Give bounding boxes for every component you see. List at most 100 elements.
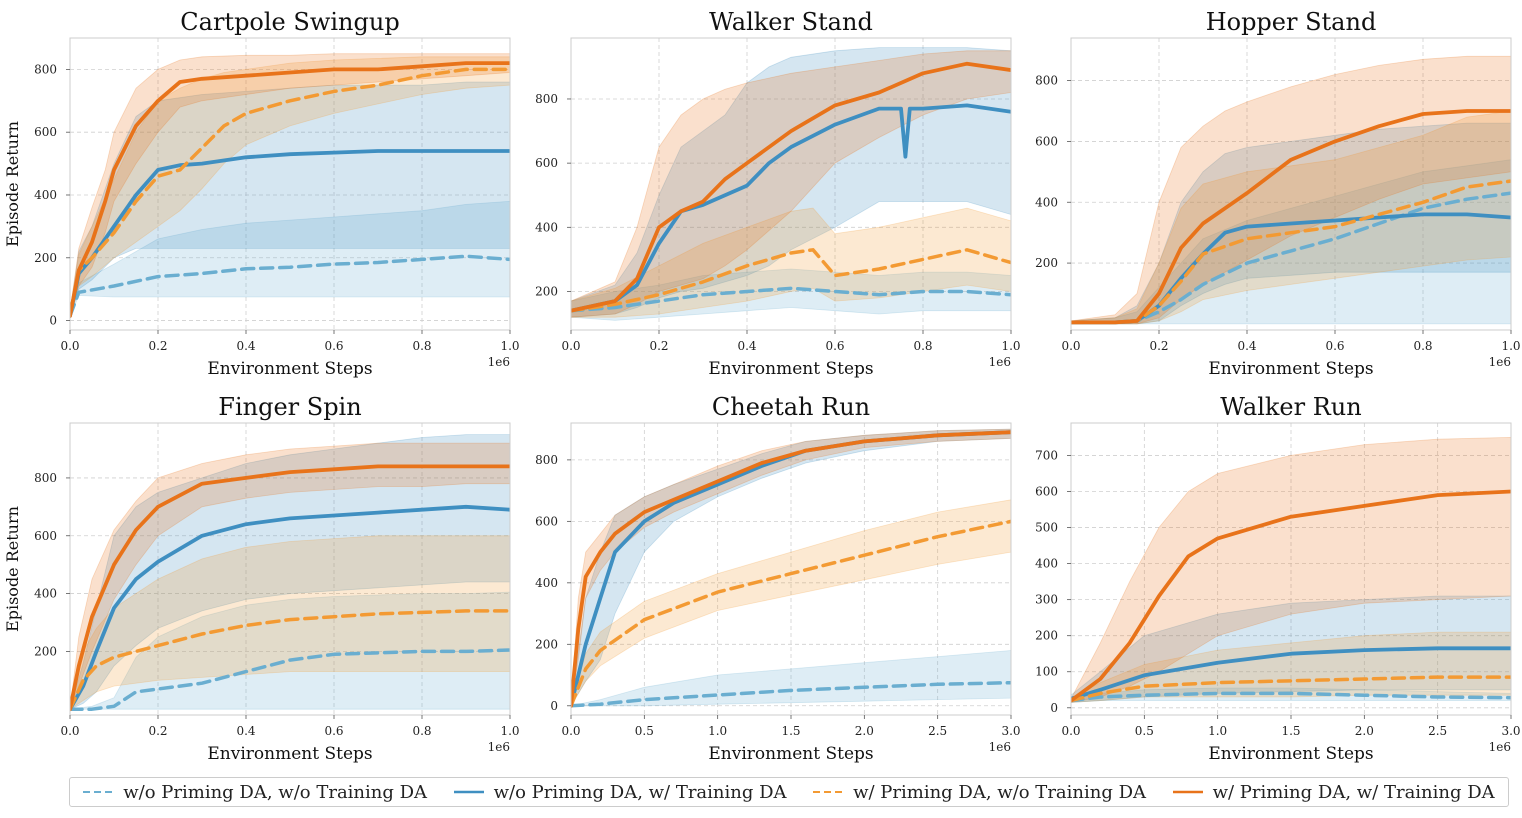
- x-tick-label: 1.0: [500, 724, 519, 738]
- series-line-prime_notrain: [571, 248, 1011, 313]
- series-line-noprime_notrain: [1071, 691, 1511, 703]
- x-axis-label: Environment Steps: [207, 744, 372, 764]
- y-tick-label: 0: [550, 699, 558, 713]
- x-tick-label: 0.0: [1061, 339, 1080, 353]
- band-prime_notrain: [70, 535, 510, 710]
- x-scale-label: 1e6: [1489, 740, 1511, 754]
- x-tick-label: 0.8: [412, 339, 431, 353]
- x-tick-label: 3.0: [1001, 724, 1020, 738]
- y-tick-label: 200: [34, 251, 57, 265]
- x-tick-label: 3.0: [1501, 724, 1520, 738]
- x-scale-label: 1e6: [488, 355, 510, 369]
- x-tick-label: 0.2: [649, 339, 668, 353]
- band-prime_train: [1071, 436, 1511, 703]
- legend-item-noprime-notrain: w/o Priming DA, w/o Training DA: [83, 782, 427, 803]
- chart-title: Cheetah Run: [712, 393, 870, 421]
- plot-frame: [570, 37, 1012, 331]
- y-tick-label: 400: [535, 576, 558, 590]
- x-tick-label: 0.2: [148, 339, 167, 353]
- x-tick-label: 1.5: [1281, 724, 1300, 738]
- x-tick-label: 0.5: [635, 724, 654, 738]
- y-tick-label: 600: [1035, 134, 1058, 148]
- y-tick-label: 600: [1035, 484, 1058, 498]
- y-tick-label: 500: [1035, 521, 1058, 535]
- panel-walker-stand: 0.0 0.2 0.4 0.6 0.8 1.0 200 400 600 800 1e6 Walker …: [535, 8, 1020, 379]
- legend: w/o Priming DA, w/o Training DA w/o Prim…: [69, 777, 1509, 807]
- series-line-prime_train: [1071, 109, 1511, 325]
- x-scale-label: 1e6: [989, 355, 1011, 369]
- band-prime_notrain: [1071, 110, 1511, 325]
- x-tick-label: 0.0: [561, 724, 580, 738]
- series-line-prime_notrain: [70, 67, 510, 318]
- series-line-prime_notrain: [1071, 675, 1511, 703]
- series-line-prime_train: [70, 61, 510, 318]
- series-line-prime_train: [1071, 489, 1511, 703]
- legend-swatch-noprime-train: [453, 790, 484, 794]
- plot-frame: [1070, 37, 1512, 331]
- y-tick-label: 200: [535, 284, 558, 298]
- band-prime_train: [70, 53, 510, 318]
- panel-walker-run: 0.0 0.5 1.0 1.5 2.0 2.5 3.0 0 100 200 300 400 500 600…: [1035, 393, 1520, 764]
- band-noprime_train: [1071, 595, 1511, 703]
- chart-title: Cartpole Swingup: [180, 8, 399, 36]
- x-tick-label: 0.8: [1413, 339, 1432, 353]
- band-prime_notrain: [571, 499, 1011, 707]
- y-tick-label: 200: [535, 637, 558, 651]
- plot-area: [571, 423, 1011, 715]
- legend-label-noprime-notrain: w/o Priming DA, w/o Training DA: [123, 781, 428, 803]
- chart-title: Hopper Stand: [1206, 8, 1377, 36]
- x-axis-label: Environment Steps: [708, 359, 873, 379]
- legend-swatch-prime-train: [1172, 790, 1203, 794]
- x-tick-label: 0.4: [236, 724, 255, 738]
- plot-frame: [69, 37, 511, 331]
- legend-swatch-noprime-notrain: [83, 791, 114, 793]
- x-tick-label: 0.8: [913, 339, 932, 353]
- y-axis-label: Episode Return: [3, 506, 22, 632]
- y-tick-label: 300: [1035, 593, 1058, 607]
- plot-layer: [1071, 55, 1511, 325]
- y-axis-label: Episode Return: [3, 121, 22, 247]
- legend-item-prime-notrain: w/ Priming DA, w/o Training DA: [813, 782, 1146, 803]
- series-line-prime_train: [70, 464, 510, 712]
- panel-cheetah-run: 0.0 0.5 1.0 1.5 2.0 2.5 3.0 0 200 400 600 800 1e6 Che…: [535, 393, 1020, 764]
- panel-cartpole-swingup: 0.0 0.2 0.4 0.6 0.8 1.0 0 200 400 600 800 1e6 Cartpo…: [3, 8, 520, 379]
- band-noprime_notrain: [571, 268, 1011, 321]
- x-tick-label: 0.6: [324, 339, 343, 353]
- plot-area: [1071, 38, 1511, 330]
- x-tick-label: 0.4: [1237, 339, 1256, 353]
- plot-frame: [69, 422, 511, 716]
- chart-title: Walker Stand: [709, 8, 873, 36]
- y-tick-label: 400: [535, 220, 558, 234]
- y-tick-label: 600: [34, 125, 57, 139]
- panel-finger-spin: 0.0 0.2 0.4 0.6 0.8 1.0 200 400 600 800 1e6 Finger …: [3, 393, 520, 764]
- y-tick-label: 400: [34, 188, 57, 202]
- band-noprime_notrain: [1071, 687, 1511, 703]
- band-noprime_notrain: [571, 650, 1011, 707]
- x-scale-label: 1e6: [488, 740, 510, 754]
- x-tick-label: 1.0: [708, 724, 727, 738]
- x-tick-label: 1.0: [1001, 339, 1020, 353]
- legend-label-noprime-train: w/o Priming DA, w/ Training DA: [493, 781, 787, 803]
- plot-layer: [571, 47, 1011, 321]
- plot-area: [571, 38, 1011, 330]
- x-tick-label: 1.0: [500, 339, 519, 353]
- legend-label-prime-notrain: w/ Priming DA, w/o Training DA: [853, 781, 1147, 803]
- x-scale-label: 1e6: [1489, 355, 1511, 369]
- x-tick-label: 0.5: [1135, 724, 1154, 738]
- x-tick-label: 1.0: [1501, 339, 1520, 353]
- y-tick-label: 200: [1035, 256, 1058, 270]
- plot-layer: [571, 428, 1011, 708]
- x-tick-label: 0.2: [148, 724, 167, 738]
- x-tick-label: 2.0: [855, 724, 874, 738]
- series-line-noprime_train: [1071, 646, 1511, 701]
- y-tick-label: 800: [1035, 74, 1058, 88]
- band-noprime_train: [70, 434, 510, 710]
- x-axis-label: Environment Steps: [708, 744, 873, 764]
- series-line-noprime_notrain: [70, 254, 510, 318]
- panel-hopper-stand: 0.0 0.2 0.4 0.6 0.8 1.0 200 400 600 800 1e6 Hopper …: [1035, 8, 1520, 379]
- series-line-noprime_train: [70, 504, 510, 712]
- series-line-noprime_notrain: [571, 680, 1011, 708]
- band-noprime_notrain: [70, 200, 510, 318]
- x-tick-label: 0.0: [1061, 724, 1080, 738]
